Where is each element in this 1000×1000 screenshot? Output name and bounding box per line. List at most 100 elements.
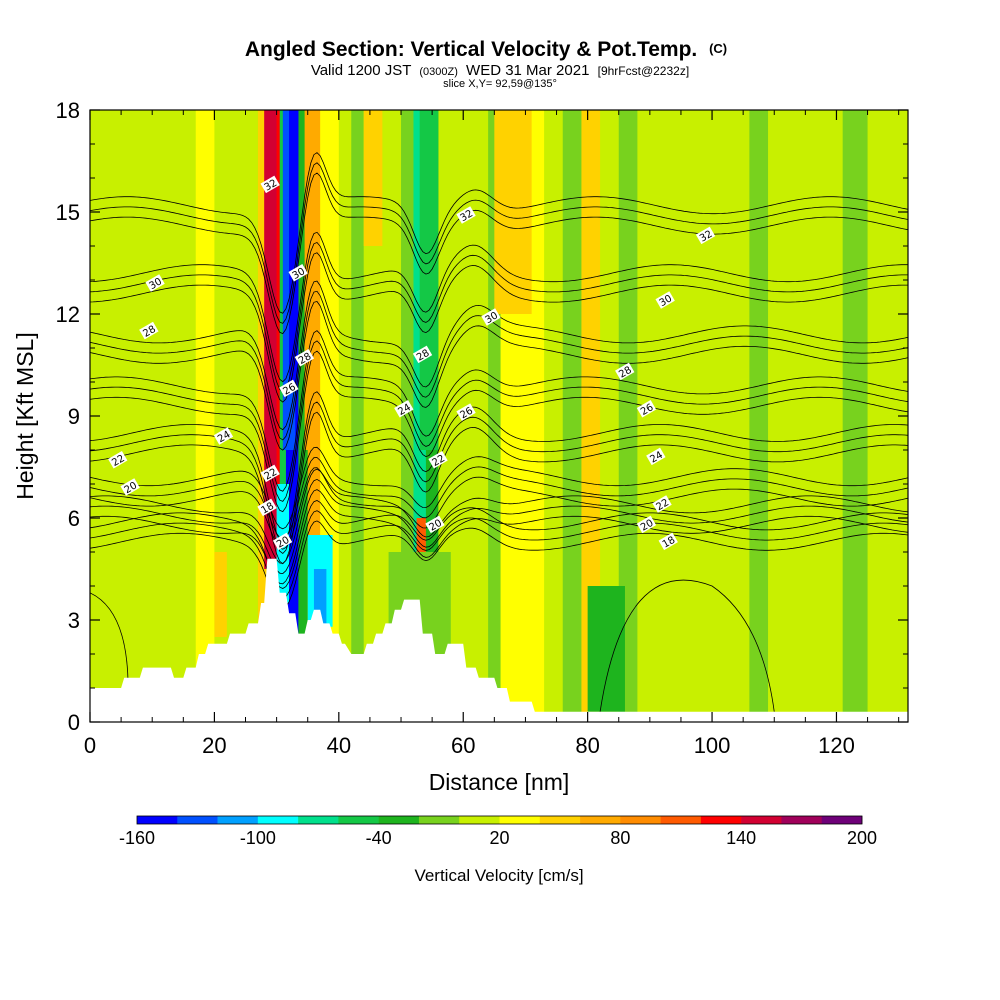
w-column-16 [338, 110, 352, 722]
contour-label-bg [636, 515, 657, 534]
colorbar-tick-label: 140 [726, 828, 756, 848]
w-column-34 [637, 110, 663, 722]
colorbar-tick-label: -100 [240, 828, 276, 848]
theta-contour-28-1 [90, 290, 908, 441]
w-cell-0 [264, 110, 277, 569]
contour-label-bg [260, 464, 280, 483]
contour-label-bg [456, 206, 476, 224]
contour-label-bg [695, 226, 716, 245]
theta-contour-22-1 [90, 457, 908, 540]
theta-contour-20-0 [90, 489, 908, 585]
y-tick-label: 0 [68, 710, 80, 735]
w-column-1 [102, 110, 128, 722]
y-axis: 0 3 6 9 12 15 18 [56, 98, 908, 735]
y-tick-label: 12 [56, 302, 80, 327]
theta-contour-22-2 [90, 446, 908, 530]
chart-title: Angled Section: Vertical Velocity & Pot.… [245, 38, 727, 61]
w-column-43 [842, 110, 869, 722]
y-tick-label: 6 [68, 506, 80, 531]
w-column-32 [600, 110, 620, 722]
contour-label-bg [394, 400, 414, 418]
x-tick-label: 80 [575, 733, 599, 758]
w-column-39 [749, 110, 769, 722]
colorbar-ticks: -160 -100 -40 20 80 140 200 [119, 828, 877, 848]
potential-temperature-contours [90, 152, 908, 712]
contour-label-bg [615, 362, 635, 381]
contour-label-bg [279, 379, 299, 398]
w-column-30 [562, 110, 582, 722]
theta-contour-32-0 [90, 172, 908, 335]
contour-label-bg [288, 264, 308, 282]
colorbar-frame [136, 815, 863, 825]
colorbar-swatch-1 [177, 816, 218, 824]
w-column-29 [544, 110, 564, 722]
w-column-31 [581, 110, 601, 722]
colorbar-swatch-8 [459, 816, 500, 824]
colorbar-swatch-6 [378, 816, 420, 824]
contour-label-bg [652, 495, 672, 513]
colorbar-tick-label: -40 [366, 828, 392, 848]
colorbar-tick-label: 20 [489, 828, 509, 848]
colorbar-tick-label: 200 [847, 828, 877, 848]
w-cell-2 [289, 110, 299, 382]
w-column-17 [351, 110, 365, 722]
theta-contour-18-2 [90, 500, 908, 589]
contour-label-bg [456, 403, 476, 421]
colorbar-label: Vertical Velocity [cm/s] [414, 866, 583, 885]
w-column-2 [127, 110, 141, 722]
y-tick-label: 9 [68, 404, 80, 429]
chart-subtitle-slice: slice X,Y= 92,59@135° [443, 78, 557, 90]
y-tick-label: 18 [56, 98, 80, 123]
theta-contour-26-0 [90, 350, 908, 513]
w-column-35 [662, 110, 682, 722]
chart-title-unit: (C) [709, 41, 727, 56]
theta-contour-18-0 [90, 520, 908, 610]
w-cell-11 [494, 110, 532, 314]
w-column-36 [680, 110, 707, 722]
w-column-6 [195, 110, 215, 722]
colorbar-swatch-9 [499, 816, 541, 824]
y-axis-label: Height [Kft MSL] [12, 332, 38, 499]
theta-contour-20-2 [90, 468, 908, 564]
low-contour-east [599, 579, 775, 712]
x-axis: 0 20 40 60 80 100 120 [84, 110, 900, 758]
x-tick-label: 0 [84, 733, 96, 758]
theta-contour-32-1 [90, 162, 908, 324]
theta-contour-26-1 [90, 340, 908, 502]
contour-label-bg [260, 175, 280, 194]
contour-label-bg [646, 447, 666, 466]
colorbar [136, 815, 863, 825]
contour-label-bg [108, 451, 128, 469]
colorbar-swatch-7 [418, 816, 460, 824]
contour-label-bg [257, 498, 277, 517]
contour-label-bg [636, 400, 657, 418]
colorbar-swatch-10 [539, 816, 581, 824]
y-tick-label: 15 [56, 200, 80, 225]
colorbar-tick-label: 80 [610, 828, 630, 848]
w-column-13 [298, 110, 309, 722]
colorbar-swatch-16 [781, 816, 823, 824]
contour-label-bg [213, 427, 234, 445]
vertical-velocity-field [90, 110, 908, 722]
colorbar-swatch-5 [338, 816, 379, 824]
x-tick-label: 100 [694, 733, 731, 758]
colorbar-swatch-11 [580, 816, 621, 824]
subtitle-forecast: [9hrFcst@2232z] [598, 64, 690, 78]
w-cell-12 [363, 110, 383, 246]
contour-label-bg [120, 478, 140, 496]
theta-contour-28-0 [90, 301, 908, 451]
theta-contour-30-1 [90, 242, 908, 393]
w-column-33 [618, 110, 638, 722]
contour-label-bg [145, 274, 165, 292]
colorbar-swatch-2 [217, 816, 259, 824]
chart-subtitle: Valid 1200 JST (0300Z) WED 31 Mar 2021 [… [311, 62, 689, 79]
subtitle-date: WED 31 Mar 2021 [466, 62, 589, 79]
contour-label-bg [412, 345, 433, 364]
theta-contour-24-0 [90, 411, 908, 565]
contour-label-bg [139, 321, 159, 340]
colorbar-swatch-13 [660, 816, 702, 824]
theta-contour-18-1 [90, 510, 908, 600]
